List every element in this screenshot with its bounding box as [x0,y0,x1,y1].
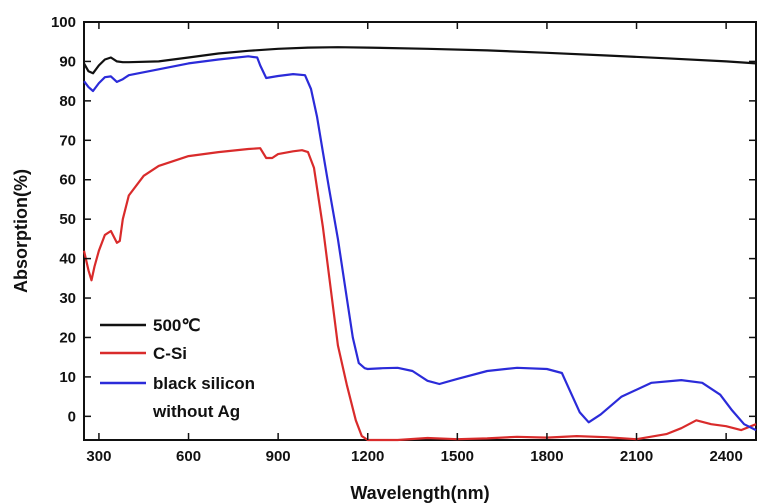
x-tick-label: 1500 [441,448,474,465]
y-tick-label: 60 [59,172,76,189]
y-tick-label: 30 [59,290,76,307]
y-tick-label: 70 [59,132,76,149]
x-tick-label: 2100 [620,448,653,465]
x-tick-label: 2400 [709,448,742,465]
y-axis-ticks: 0 10 20 30 40 50 60 70 80 90 100 [51,14,756,425]
series-line-3 [83,55,757,432]
x-tick-label: 300 [86,448,111,465]
x-tick-label: 900 [266,448,291,465]
y-tick-label: 80 [59,93,76,110]
y-tick-label: 10 [59,369,76,386]
series-line-2 [82,147,757,442]
legend-label-2: C-Si [153,344,187,363]
series-line-1 [83,46,757,75]
y-tick-label: 100 [51,14,76,31]
x-axis-ticks: 300 600 900 1200 1500 1800 2100 2400 [86,22,743,465]
plot-frame [83,21,757,441]
y-tick-label: 90 [59,53,76,70]
y-tick-label: 20 [59,329,76,346]
y-tick-label: 50 [59,211,76,228]
legend-label-1: 500℃ [153,316,200,335]
legend: 500℃ C-Si black silicon without Ag [100,316,255,421]
legend-label-3: black silicon without Ag [152,374,255,421]
y-tick-label: 0 [68,408,76,425]
x-tick-label: 1800 [530,448,563,465]
x-tick-label: 1200 [351,448,384,465]
y-tick-label: 40 [59,251,76,268]
x-tick-label: 600 [176,448,201,465]
y-axis-label: Absorption(%) [11,169,31,293]
x-axis-label: Wavelength(nm) [350,483,489,503]
series-layer [82,46,757,442]
